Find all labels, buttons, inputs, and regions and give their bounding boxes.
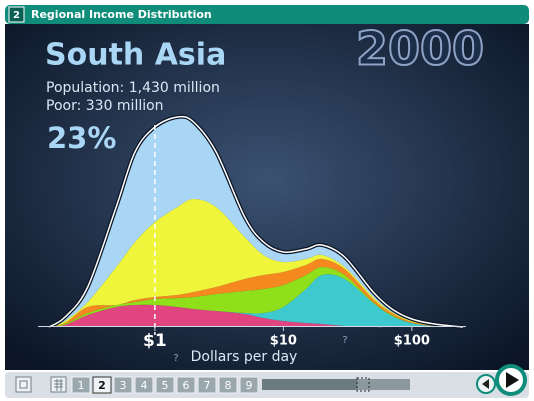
page-label: 7	[204, 379, 211, 392]
x-tick-label: $100	[394, 334, 430, 349]
population: Population: 1,430 million	[46, 80, 220, 96]
x-axis	[38, 326, 466, 327]
page-label: 1	[78, 379, 85, 392]
area	[49, 304, 463, 328]
help-icon[interactable]: ?	[173, 353, 178, 364]
area	[49, 116, 463, 327]
header-number: 2	[13, 10, 20, 21]
help-icon[interactable]: ?	[342, 335, 347, 346]
header-bar	[5, 5, 529, 24]
page-button[interactable]	[92, 376, 112, 394]
page-button[interactable]	[71, 376, 91, 394]
poor-share: 23%	[47, 121, 116, 155]
header-title: Regional Income Distribution	[31, 8, 212, 21]
page-label: 8	[225, 379, 232, 392]
x-tick-label: $10	[270, 334, 297, 349]
region-title: South Asia	[45, 38, 226, 73]
header-number-box	[8, 6, 25, 23]
page-button[interactable]	[218, 376, 238, 394]
page-label: 5	[162, 379, 169, 392]
page-button[interactable]	[176, 376, 196, 394]
area	[49, 274, 463, 328]
page-label: 9	[246, 379, 253, 392]
year: 2000	[356, 22, 484, 76]
x-axis-label: Dollars per day	[191, 349, 298, 365]
list-icon	[19, 380, 28, 389]
page-label: 2	[98, 379, 106, 392]
list-button[interactable]	[15, 376, 32, 393]
page-button[interactable]	[239, 376, 259, 394]
page-button[interactable]	[113, 376, 133, 394]
progress-marker	[356, 377, 370, 392]
grid-icon	[54, 379, 63, 391]
page-button[interactable]	[197, 376, 217, 394]
x-tick-label: $1	[143, 331, 167, 351]
page-button[interactable]	[134, 376, 154, 394]
back-icon	[482, 379, 489, 389]
page-label: 6	[183, 379, 190, 392]
poor: Poor: 330 million	[46, 98, 164, 114]
total-outline	[48, 115, 464, 328]
area	[49, 267, 463, 327]
play-icon	[506, 372, 519, 388]
plot: $1 $10 $100	[47, 114, 464, 351]
progress-fill	[262, 379, 357, 390]
page-label: 3	[120, 379, 127, 392]
page-label: 4	[141, 379, 148, 392]
page-button[interactable]	[155, 376, 175, 394]
area	[49, 199, 463, 327]
